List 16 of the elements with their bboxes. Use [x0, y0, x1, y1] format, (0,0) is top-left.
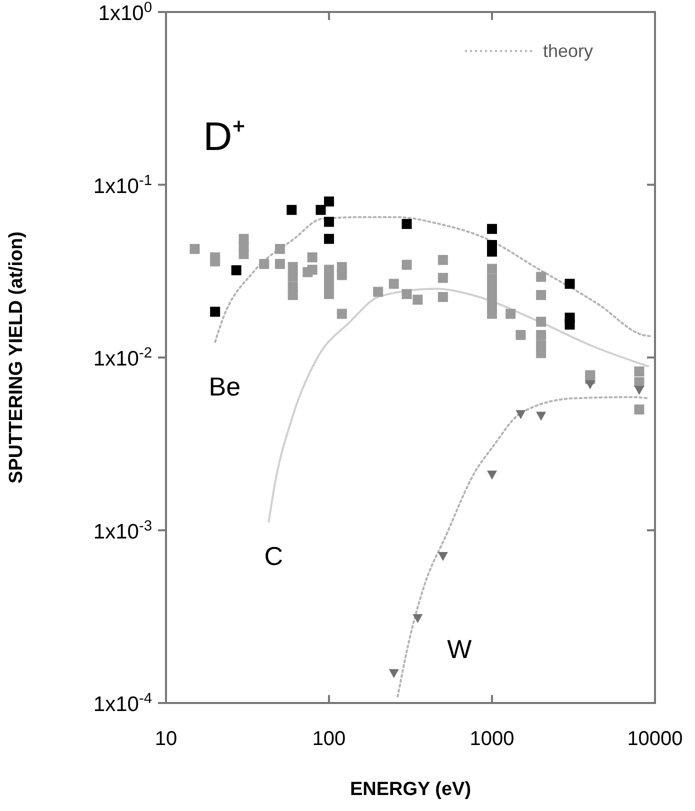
x-tick-label: 100	[312, 728, 346, 750]
y-tick-label: 1x10$^{-2}$	[93, 346, 152, 370]
y-axis-title: SPUTTERING YIELD (at/ion)	[6, 232, 27, 484]
x-tick-label: 10000	[627, 728, 683, 750]
annotation: C	[264, 540, 283, 571]
annotation: W	[447, 634, 472, 664]
annotation: D⁺	[203, 115, 246, 160]
annotation: Be	[208, 372, 241, 402]
y-tick-label: 1x10$^{0}$	[98, 0, 152, 25]
x-axis-title: ENERGY (eV)	[350, 779, 472, 800]
legend-label: theory	[543, 41, 594, 61]
x-tick-label: 10	[154, 728, 178, 750]
y-tick-label: 1x10$^{-3}$	[93, 518, 152, 544]
y-tick-label: 1x10$^{-4}$	[93, 691, 152, 716]
x-tick-label: 1000	[470, 728, 514, 750]
y-tick-label: 1x10$^{-1}$	[93, 172, 152, 198]
